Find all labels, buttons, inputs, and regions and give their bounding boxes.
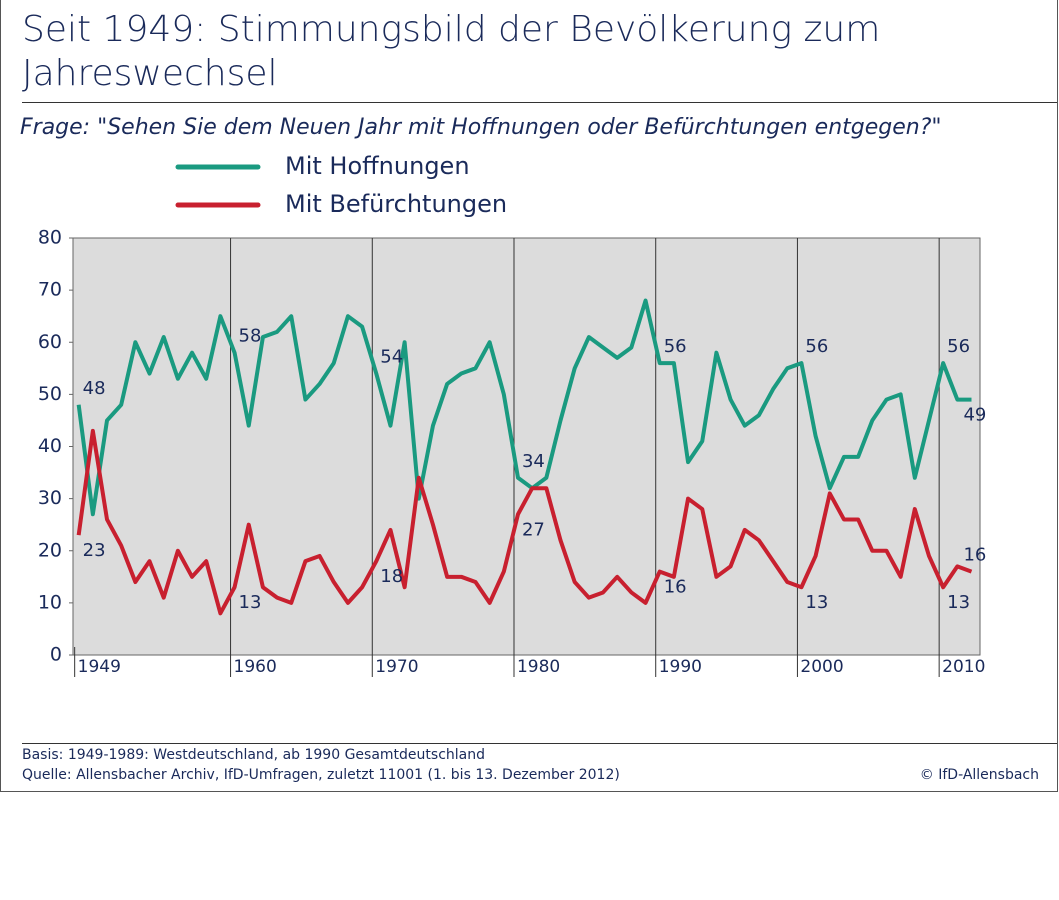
y-tick-label: 70 <box>38 279 62 301</box>
y-tick-label: 60 <box>38 331 62 353</box>
data-label: 13 <box>947 592 970 613</box>
x-tick-label: 1990 <box>659 657 702 677</box>
data-line <box>76 298 972 517</box>
chart-title: Seit 1949: Stimmungsbild der Bevölkerung… <box>22 9 881 94</box>
data-label: 56 <box>805 336 828 357</box>
data-label: 58 <box>239 326 262 347</box>
y-tick-label: 20 <box>38 539 62 561</box>
y-tick-label: 40 <box>38 435 62 457</box>
note: Basis: 1949-1989: Westdeutschland, ab 19… <box>22 747 485 763</box>
data-label: 13 <box>239 592 262 613</box>
data-label: 48 <box>83 378 106 399</box>
data-line <box>76 428 973 616</box>
chart: 0 10 20 30 40 50 60 70 80 1949 1960 1970 1980 1990 200… <box>38 152 986 677</box>
x-tick-label: 1949 <box>78 657 121 677</box>
data-label: 23 <box>83 540 106 561</box>
data-label: 27 <box>522 519 545 540</box>
data-label: 54 <box>380 347 403 368</box>
x-tick-label: 1980 <box>517 657 560 677</box>
y-tick-label: 80 <box>38 227 62 249</box>
data-label: 34 <box>522 451 545 472</box>
plot-area <box>72 237 981 656</box>
data-label: 16 <box>963 545 986 566</box>
y-tick-label: 30 <box>38 487 62 509</box>
legend-label: Mit Hoffnungen <box>285 152 470 180</box>
x-tick-label: 2000 <box>800 657 843 677</box>
y-tick-label: 10 <box>38 591 62 613</box>
data-label: 16 <box>664 577 687 598</box>
data-label: 49 <box>963 405 986 426</box>
note: Quelle: Allensbacher Archiv, IfD-Umfrage… <box>22 767 620 783</box>
data-label: 56 <box>947 336 970 357</box>
rule <box>22 743 1057 744</box>
x-tick-label: 1970 <box>375 657 418 677</box>
y-tick-label: 0 <box>50 644 62 666</box>
subtitle: Frage: "Sehen Sie dem Neuen Jahr mit Hof… <box>20 115 942 140</box>
legend-label: Mit Befürchtungen <box>285 190 507 218</box>
data-label: 18 <box>380 566 403 587</box>
copyright: © IfD-Allensbach <box>919 767 1039 783</box>
y-tick-label: 50 <box>38 383 62 405</box>
x-tick-label: 2010 <box>942 657 985 677</box>
x-tick-label: 1960 <box>234 657 277 677</box>
data-label: 13 <box>805 592 828 613</box>
rule <box>22 102 1057 103</box>
frame <box>0 0 1058 792</box>
data-label: 56 <box>664 336 687 357</box>
